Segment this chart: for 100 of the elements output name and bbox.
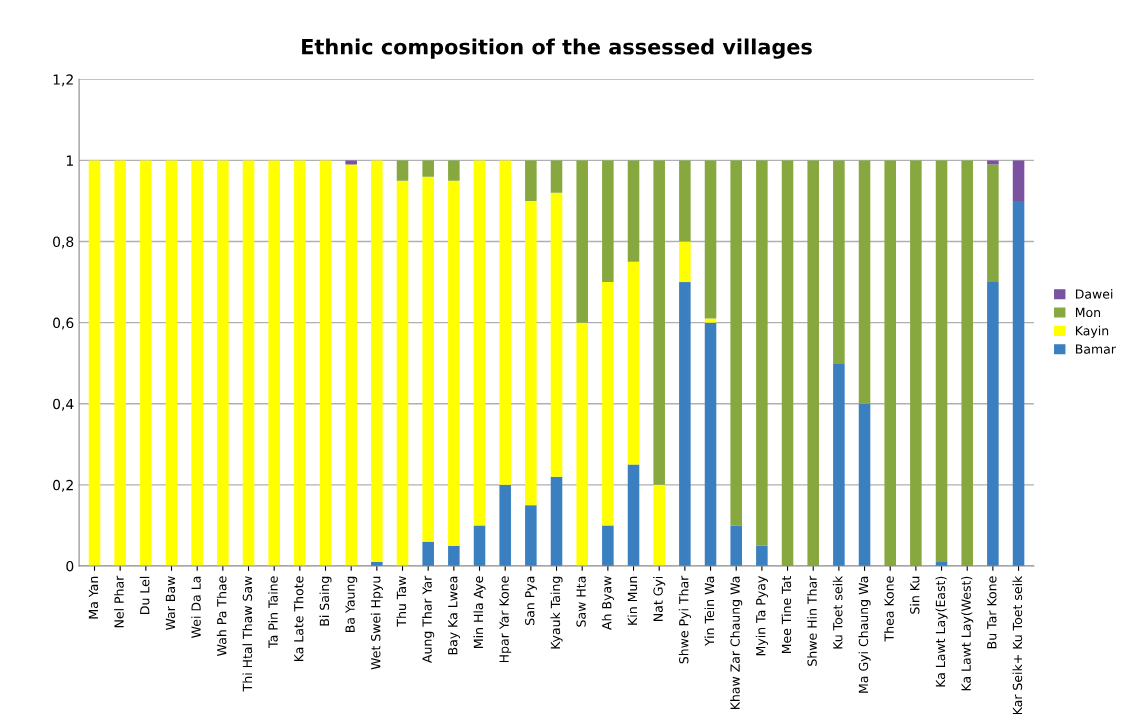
x-tick-label: Bay Ka Lwea (448, 576, 460, 655)
x-tick-label: Nat Gyi (653, 576, 666, 621)
x-tick-label: Min Hla Aye (473, 576, 486, 648)
bar (525, 200, 537, 506)
bar (679, 160, 691, 242)
bar (165, 160, 178, 566)
y-tick-label: 0 (66, 560, 74, 572)
x-tick-label: Wah Pa Thae (216, 576, 227, 656)
bar (833, 160, 845, 364)
bar (807, 160, 819, 566)
legend-label: Mon (1075, 307, 1101, 318)
bar (910, 160, 922, 566)
x-tick-label: Ta Pin Taine (268, 576, 278, 648)
bar (499, 160, 511, 485)
legend-label: Kayin (1075, 325, 1109, 338)
x-tick-label: Kar Seik+ Ku Toet seik (1012, 575, 1023, 715)
bar (884, 160, 896, 566)
x-tick-label: Ba Yaung (345, 576, 358, 633)
bar (704, 318, 717, 323)
bar (448, 160, 460, 181)
x-tick-label: San Pya (525, 576, 537, 625)
bar (268, 160, 280, 566)
legend-label: Dawei (1075, 289, 1113, 299)
bar (653, 484, 665, 566)
bar (576, 160, 588, 323)
y-tick-label: 0,6 (53, 317, 74, 330)
bar (88, 160, 101, 566)
bar (602, 282, 614, 526)
bar (396, 180, 409, 566)
bar (525, 160, 537, 201)
bar (730, 525, 742, 566)
bar (627, 261, 640, 465)
x-tick-label: Bu Tar Kone (987, 576, 997, 649)
bar (679, 241, 691, 283)
y-tick-label: 0,8 (53, 236, 74, 249)
bar (140, 160, 152, 566)
x-tick-label: Thu Taw (396, 576, 407, 627)
bar (422, 541, 434, 566)
bar (499, 484, 511, 566)
x-tick-label: Nel Phar (114, 575, 124, 628)
bar (114, 160, 126, 566)
bar (627, 464, 640, 566)
x-tick-label: Bi Saing (319, 576, 332, 626)
x-tick-label: Thi Htal Thaw Saw (242, 576, 253, 692)
bar (627, 160, 640, 262)
bar (1012, 160, 1025, 201)
bar (294, 160, 306, 566)
bar (422, 160, 434, 177)
y-tick-label: 1 (66, 155, 73, 166)
x-tick-label: Du Lel (139, 576, 150, 614)
x-tick-label: Kyauk Taing (550, 576, 563, 649)
bar (473, 160, 486, 526)
bar (756, 160, 768, 546)
x-tick-label: Myin Ta Pyay (755, 576, 768, 656)
x-tick-label: War Baw (165, 576, 176, 631)
bar (858, 160, 871, 404)
x-tick-label: Shwe Pyi Thar (678, 575, 691, 664)
x-tick-label: Ka Late Thote (293, 576, 304, 662)
bar (345, 164, 357, 566)
bar (935, 160, 948, 562)
bar (422, 176, 434, 542)
x-tick-label: Khaw Zar Chaung Wa (730, 576, 743, 710)
legend-label: Bamar (1075, 344, 1116, 354)
bar (319, 160, 332, 566)
bar (704, 322, 717, 566)
bar (756, 545, 768, 566)
bar (550, 476, 563, 566)
x-tick-label: Yin Tein Wa (704, 576, 715, 647)
bar (602, 525, 614, 566)
bar (396, 160, 409, 181)
x-tick-label: Shwe Hin Thar (807, 575, 817, 666)
x-tick-label: Ah Byaw (601, 576, 614, 630)
bar (525, 505, 537, 566)
x-tick-label: Ma Yan (88, 576, 99, 619)
bar (987, 160, 999, 165)
x-tick-label: Saw Hta (576, 576, 586, 627)
bar (191, 160, 203, 566)
x-tick-label: Mee Tine Tat (781, 576, 792, 654)
bar (550, 160, 563, 193)
x-tick-label: Ka Lawt Lay(West) (961, 576, 974, 691)
bar (858, 403, 871, 566)
bar (371, 160, 383, 562)
bar (242, 160, 255, 566)
bar (345, 160, 357, 165)
bar (781, 160, 794, 566)
bar (704, 160, 717, 319)
bar (602, 160, 614, 283)
bar (448, 545, 460, 566)
bar (576, 322, 588, 566)
x-tick-label: Aung Thar Yar (422, 575, 435, 663)
x-tick-label: Wei Da La (191, 576, 201, 638)
bar (833, 363, 845, 566)
x-tick-label: Ku Toet seik (832, 575, 843, 649)
x-tick-label: Sin Ku (909, 576, 920, 614)
bar (550, 192, 563, 477)
x-tick-label: Wet Swei Hpyu (370, 576, 383, 670)
x-tick-label: Kin Mun (627, 576, 638, 625)
bar (679, 282, 691, 566)
x-tick-label: Ka Lawt Lay(East) (935, 576, 948, 687)
x-tick-label: Thea Kone (884, 576, 894, 642)
